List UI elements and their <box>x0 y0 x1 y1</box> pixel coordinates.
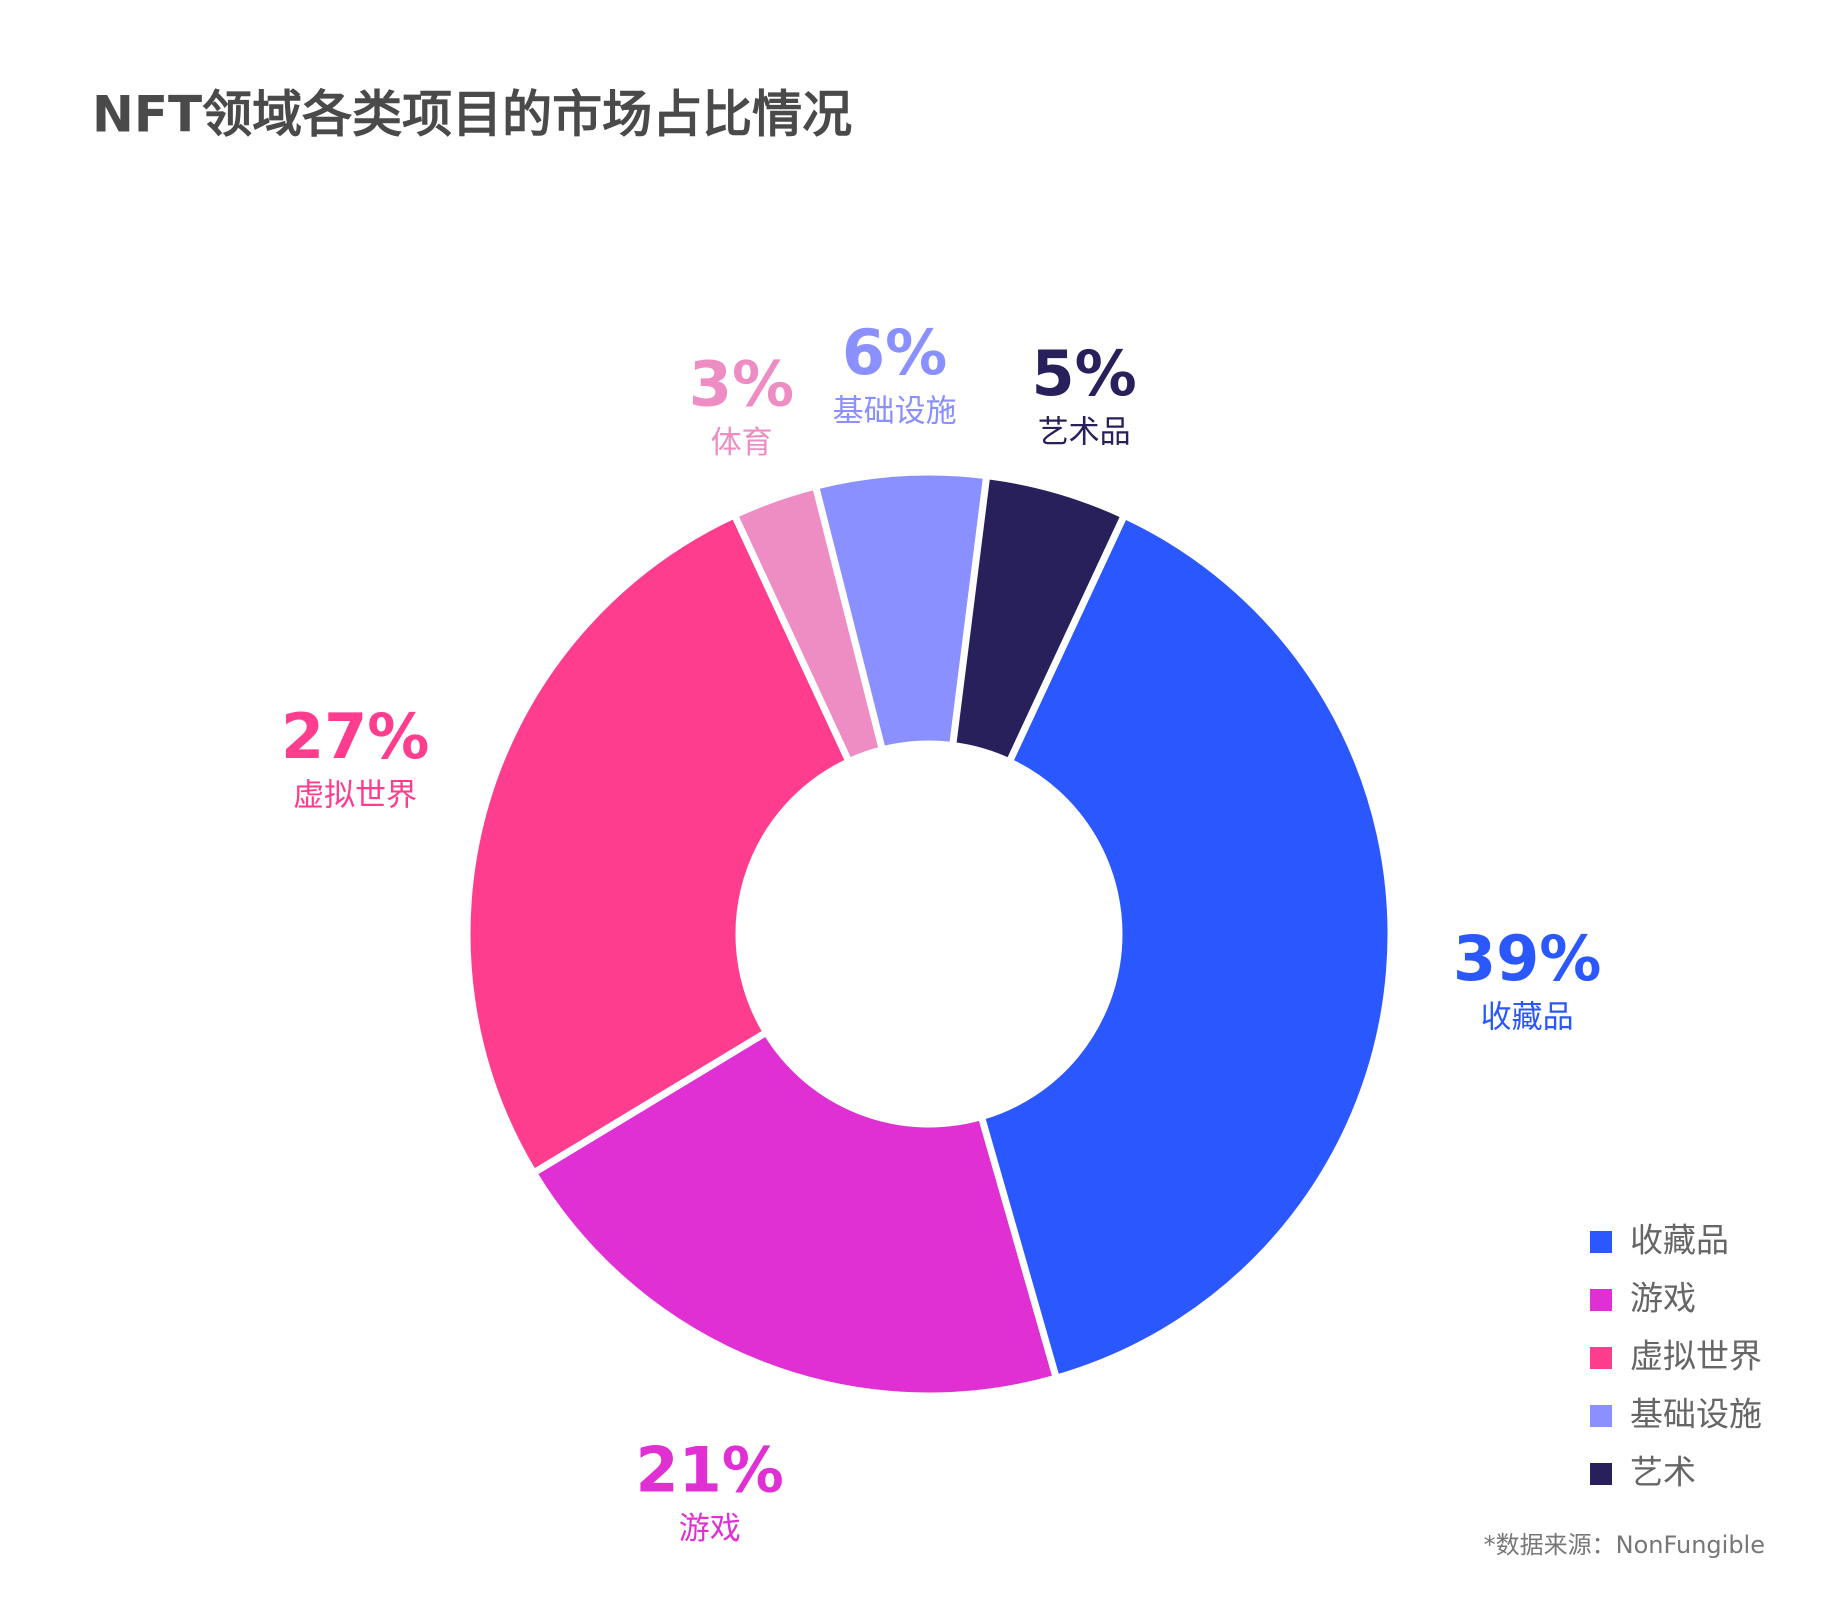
legend-swatch <box>1590 1347 1612 1369</box>
legend-swatch <box>1590 1405 1612 1427</box>
source-note: *数据来源：NonFungible <box>1484 1531 1765 1559</box>
legend-swatch <box>1590 1463 1612 1485</box>
legend-label: 虚拟世界 <box>1630 1337 1762 1376</box>
donut-slice <box>530 1028 1060 1400</box>
value-label: 5% <box>1032 337 1137 410</box>
category-label: 虚拟世界 <box>293 777 417 813</box>
legend-label: 基础设施 <box>1630 1395 1762 1434</box>
legend-swatch <box>1590 1289 1612 1311</box>
value-label: 21% <box>636 1434 784 1507</box>
category-label: 游戏 <box>679 1511 741 1547</box>
value-label: 6% <box>842 316 947 389</box>
category-label: 艺术品 <box>1038 414 1131 450</box>
donut-slice <box>949 472 1128 766</box>
legend-label: 游戏 <box>1630 1279 1696 1318</box>
legend-swatch <box>1590 1231 1612 1253</box>
value-label: 27% <box>281 700 429 773</box>
donut-slice <box>977 511 1395 1382</box>
legend-label: 收藏品 <box>1630 1221 1729 1260</box>
legend-label: 艺术 <box>1630 1453 1696 1492</box>
donut-slice <box>463 511 853 1177</box>
category-label: 体育 <box>711 425 773 461</box>
value-label: 3% <box>689 347 794 420</box>
chart-title: NFT领域各类项目的市场占比情况 <box>92 86 852 144</box>
value-label: 39% <box>1453 922 1601 995</box>
category-label: 基础设施 <box>833 394 957 430</box>
category-label: 收藏品 <box>1481 1000 1574 1036</box>
